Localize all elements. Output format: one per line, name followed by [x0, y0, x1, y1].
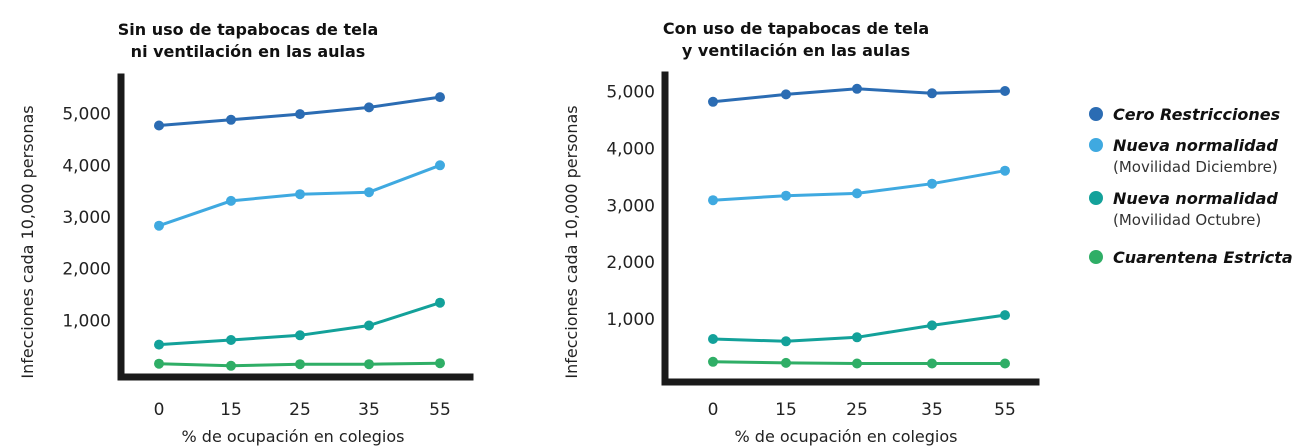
- chart-2-y-tick-label: 4,000: [606, 139, 655, 159]
- legend-marker-cero-restricciones: [1089, 107, 1103, 121]
- chart-2-x-tick-label: 15: [775, 400, 797, 420]
- chart-1-x-axis-label: % de ocupación en colegios: [182, 427, 405, 446]
- chart-1-point-cero-restricciones: [226, 114, 236, 125]
- chart-1-x-tick-label: 35: [358, 400, 380, 420]
- chart-1-title-line-1: Sin uso de tapabocas de tela: [118, 20, 379, 39]
- chart-2-y-tick-label: 1,000: [606, 310, 655, 330]
- chart-1-y-tick-label: 5,000: [62, 105, 111, 125]
- chart-1-point-nueva-normalidad-movilidad-diciembre: [295, 189, 305, 200]
- chart-2-point-nueva-normalidad-movilidad-octubre: [708, 334, 718, 344]
- chart-1-point-cero-restricciones: [295, 109, 305, 120]
- chart-2-point-cero-restricciones: [927, 88, 937, 99]
- chart-2-x-tick-label: 35: [921, 400, 943, 420]
- chart-2-point-nueva-normalidad-movilidad-diciembre: [1000, 165, 1010, 176]
- chart-1-point-nueva-normalidad-movilidad-octubre: [154, 339, 164, 350]
- chart-2-title-line-2: y ventilación en las aulas: [682, 41, 910, 60]
- legend-label-nueva-normalidad-diciembre: Nueva normalidad: [1113, 136, 1278, 155]
- chart-1: Sin uso de tapabocas de tela ni ventilac…: [18, 20, 474, 446]
- chart-2-point-nueva-normalidad-movilidad-diciembre: [927, 178, 937, 189]
- chart-1-x-tick-label: 15: [220, 400, 242, 420]
- chart-2-title-line-1: Con uso de tapabocas de tela: [663, 19, 929, 38]
- chart-2-point-cuarentena-estricta: [927, 358, 937, 369]
- chart-2-point-cuarentena-estricta: [781, 357, 791, 368]
- chart-2-point-nueva-normalidad-movilidad-diciembre: [708, 195, 718, 206]
- legend-marker-nueva-normalidad-octubre: [1089, 191, 1103, 205]
- chart-2-y-tick-label: 3,000: [606, 196, 655, 216]
- legend-label-cuarentena-estricta: Cuarentena Estricta: [1113, 248, 1293, 267]
- chart-1-point-nueva-normalidad-movilidad-octubre: [295, 330, 305, 341]
- chart-2-point-cero-restricciones: [781, 89, 791, 100]
- chart-1-point-nueva-normalidad-movilidad-octubre: [364, 320, 374, 331]
- legend-marker-nueva-normalidad-diciembre: [1089, 138, 1103, 152]
- chart-2-x-tick-label: 55: [994, 400, 1016, 420]
- legend: Cero Restricciones Nueva normalidad (Mov…: [1089, 105, 1293, 267]
- chart-2-x-tick-label: 0: [708, 400, 719, 420]
- chart-2-point-nueva-normalidad-movilidad-diciembre: [852, 188, 862, 199]
- chart-1-x-tick-label: 0: [154, 400, 165, 420]
- legend-label-nueva-normalidad-octubre: Nueva normalidad: [1113, 189, 1278, 208]
- chart-2-point-cero-restricciones: [1000, 86, 1010, 96]
- chart-1-point-nueva-normalidad-movilidad-octubre: [226, 335, 236, 345]
- chart-2-y-tick-label: 5,000: [606, 83, 655, 103]
- chart-2-point-nueva-normalidad-movilidad-octubre: [1000, 310, 1010, 321]
- legend-label-cero-restricciones: Cero Restricciones: [1113, 105, 1280, 124]
- chart-1-point-cero-restricciones: [364, 102, 374, 113]
- chart-1-point-cero-restricciones: [435, 92, 445, 103]
- chart-2-point-cero-restricciones: [708, 96, 718, 107]
- chart-2: Con uso de tapabocas de tela y ventilaci…: [562, 19, 1040, 446]
- chart-1-point-nueva-normalidad-movilidad-diciembre: [154, 220, 164, 231]
- chart-1-point-cuarentena-estricta: [435, 358, 445, 369]
- chart-1-point-nueva-normalidad-movilidad-diciembre: [435, 160, 445, 171]
- chart-1-y-tick-label: 4,000: [62, 156, 111, 176]
- chart-2-point-cuarentena-estricta: [852, 358, 862, 369]
- chart-1-title-line-2: ni ventilación en las aulas: [131, 42, 366, 61]
- chart-1-y-tick-label: 3,000: [62, 208, 111, 228]
- legend-marker-cuarentena-estricta: [1089, 250, 1103, 264]
- chart-2-point-nueva-normalidad-movilidad-octubre: [781, 336, 791, 347]
- chart-2-point-cuarentena-estricta: [1000, 358, 1010, 369]
- chart-1-point-cuarentena-estricta: [364, 359, 374, 370]
- chart-1-y-tick-label: 1,000: [62, 311, 111, 331]
- chart-1-point-cero-restricciones: [154, 120, 164, 131]
- chart-1-y-tick-label: 2,000: [62, 260, 111, 280]
- chart-2-point-cuarentena-estricta: [708, 356, 718, 367]
- chart-2-y-axis-label: Infecciones cada 10,000 personas: [562, 105, 581, 378]
- chart-2-x-axis-label: % de ocupación en colegios: [735, 427, 958, 446]
- legend-sublabel-movilidad-octubre: (Movilidad Octubre): [1113, 211, 1261, 229]
- chart-2-point-nueva-normalidad-movilidad-octubre: [927, 320, 937, 331]
- chart-1-y-axis-label: Infecciones cada 10,000 personas: [18, 105, 37, 378]
- chart-1-point-nueva-normalidad-movilidad-octubre: [435, 297, 445, 308]
- chart-1-x-tick-label: 25: [289, 400, 311, 420]
- chart-2-point-nueva-normalidad-movilidad-diciembre: [781, 190, 791, 201]
- chart-2-x-tick-label: 25: [846, 400, 868, 420]
- chart-2-point-nueva-normalidad-movilidad-octubre: [852, 332, 862, 343]
- chart-2-y-tick-label: 2,000: [606, 253, 655, 273]
- chart-1-point-nueva-normalidad-movilidad-diciembre: [364, 187, 374, 198]
- chart-2-point-cero-restricciones: [852, 83, 862, 94]
- chart-1-point-nueva-normalidad-movilidad-diciembre: [226, 195, 236, 206]
- chart-1-point-cuarentena-estricta: [226, 360, 236, 371]
- chart-1-point-cuarentena-estricta: [295, 359, 305, 370]
- legend-sublabel-movilidad-diciembre: (Movilidad Diciembre): [1113, 158, 1278, 176]
- chart-1-x-tick-label: 55: [429, 400, 451, 420]
- chart-1-point-cuarentena-estricta: [154, 358, 164, 369]
